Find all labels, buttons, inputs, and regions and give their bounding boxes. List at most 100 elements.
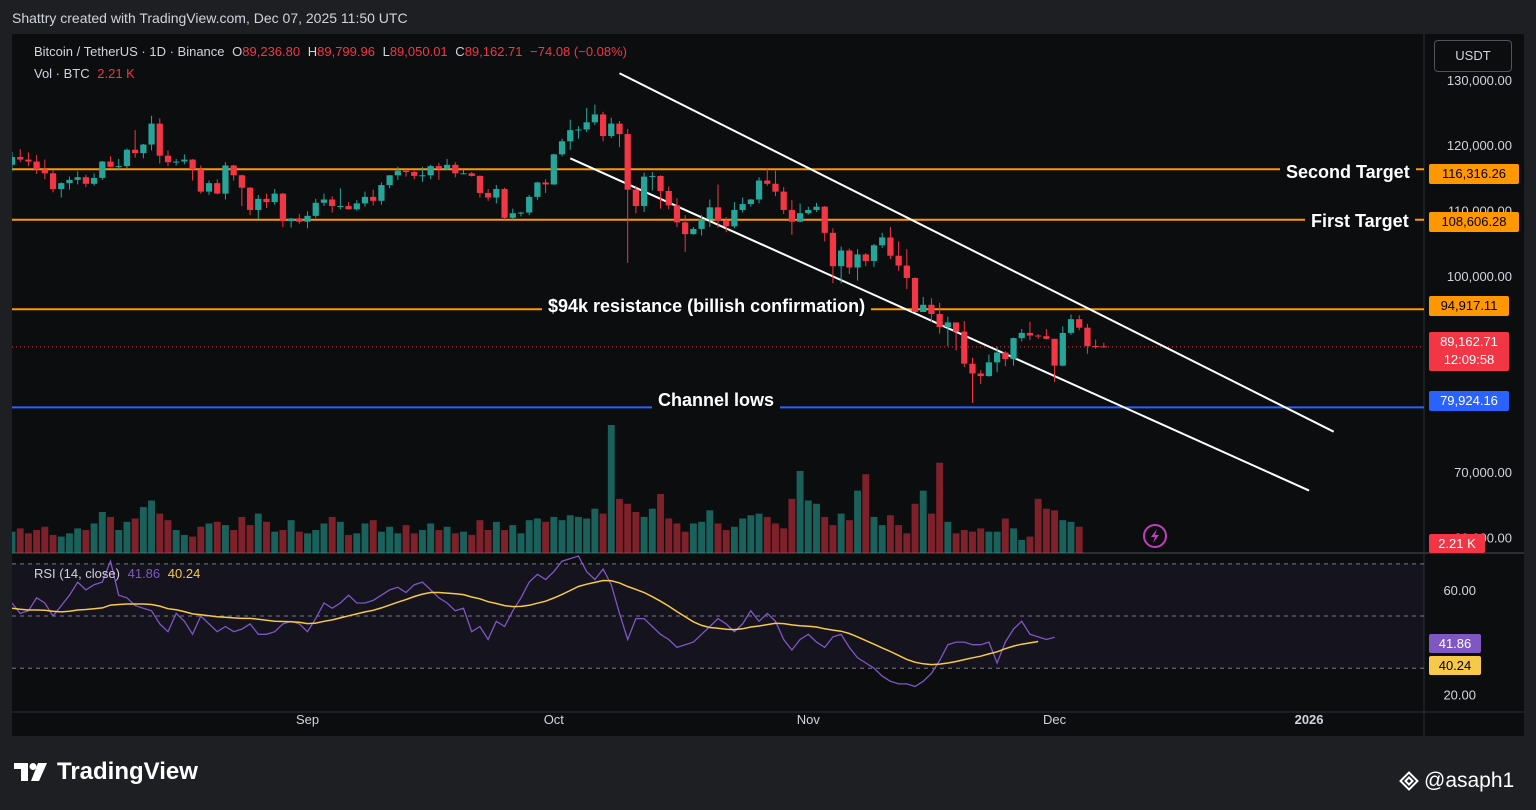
volume-bar: [977, 528, 985, 553]
candle: [304, 211, 311, 229]
candle: [25, 152, 32, 167]
candle-body: [123, 149, 131, 167]
volume-bar: [566, 515, 574, 553]
candle-body: [287, 218, 295, 222]
candle: [821, 206, 828, 242]
candle-body: [755, 180, 763, 200]
volume-bar: [903, 533, 911, 553]
candle: [944, 316, 951, 346]
volume-bar: [862, 474, 870, 553]
candle-body: [936, 313, 943, 328]
currency-button[interactable]: USDT: [1434, 40, 1512, 72]
volume-bar: [1075, 526, 1083, 553]
candle-body: [279, 193, 287, 222]
volume-bar: [689, 523, 697, 553]
volume-bar: [98, 511, 106, 553]
tag-rsi-ma: 40.24: [1429, 656, 1481, 675]
chart-panel[interactable]: 130,000.00120,000.00110,000.00100,000.00…: [12, 34, 1524, 736]
candle: [1002, 351, 1009, 367]
candle-body: [485, 192, 492, 198]
candle-body: [747, 199, 754, 205]
chart-canvas[interactable]: 130,000.00120,000.00110,000.00100,000.00…: [12, 34, 1524, 736]
candle: [969, 357, 976, 403]
candle: [1100, 342, 1107, 348]
time-tick-label: Oct: [544, 712, 565, 727]
volume-bar: [197, 526, 205, 553]
candle: [148, 115, 155, 151]
volume-bar: [460, 531, 467, 553]
candle: [263, 193, 270, 208]
volume-bar: [804, 500, 812, 553]
candle: [772, 170, 779, 197]
candle-body: [846, 250, 853, 268]
tradingview-logo: TradingView: [14, 758, 198, 786]
candle: [394, 166, 401, 180]
volume-bar: [419, 530, 426, 553]
volume-bar: [927, 513, 935, 553]
volume-bar: [501, 530, 509, 553]
volume-bar: [139, 507, 147, 553]
volume-bar: [377, 531, 385, 553]
candle-body: [115, 166, 122, 168]
volume-bar: [845, 520, 853, 553]
volume-bar: [238, 516, 246, 553]
candle: [813, 202, 820, 212]
candle: [673, 198, 681, 227]
rsi-value: 41.86: [127, 566, 161, 581]
candle: [755, 177, 763, 204]
candle: [952, 322, 960, 351]
candle: [542, 179, 549, 193]
volume-bar: [336, 521, 344, 553]
candle-body: [329, 199, 336, 207]
candle: [862, 253, 869, 267]
close-label: C: [455, 44, 465, 59]
candle: [49, 170, 57, 193]
candle: [583, 107, 590, 133]
candle: [665, 186, 672, 210]
volume-bar: [886, 515, 894, 553]
volume-bar: [213, 521, 221, 553]
volume-bar: [558, 520, 566, 553]
volume-bar: [1042, 508, 1050, 553]
candle-body: [632, 189, 640, 207]
candle-body: [378, 185, 385, 201]
volume-bar: [394, 533, 402, 553]
volume-bar: [115, 530, 123, 553]
volume-bar: [82, 530, 90, 553]
candle-body: [419, 175, 426, 177]
volume-bar: [936, 462, 944, 553]
candle-body: [1092, 346, 1099, 347]
candle-body: [911, 277, 919, 312]
candle-body: [82, 177, 90, 184]
candle: [181, 154, 188, 165]
volume-bar: [813, 503, 820, 553]
volume-bar: [312, 530, 320, 553]
volume-bar: [550, 516, 558, 553]
candle-body: [665, 190, 672, 206]
volume-bar: [698, 521, 706, 553]
candle-body: [99, 161, 106, 178]
candle-body: [682, 222, 689, 235]
candle: [1026, 321, 1034, 341]
volume-bar: [246, 525, 254, 553]
volume-bar: [57, 536, 65, 553]
candle: [895, 241, 902, 271]
candle: [575, 126, 582, 139]
volume-bar: [788, 498, 796, 553]
candle-body: [296, 218, 303, 222]
candle-body: [25, 159, 32, 162]
volume-bar: [599, 513, 607, 553]
candle: [320, 193, 328, 207]
candle-body: [542, 182, 549, 185]
candle: [66, 176, 73, 190]
volume-bar: [525, 520, 533, 553]
candle-body: [739, 204, 746, 210]
candle: [222, 162, 229, 200]
candle-body: [1059, 332, 1066, 366]
volume-bar: [533, 518, 541, 553]
change-value: −74.08 (−0.08%): [530, 44, 628, 59]
volume-bar: [895, 525, 903, 553]
candle: [1043, 328, 1050, 340]
volume-bar: [353, 533, 361, 553]
volume-bar: [451, 533, 459, 553]
